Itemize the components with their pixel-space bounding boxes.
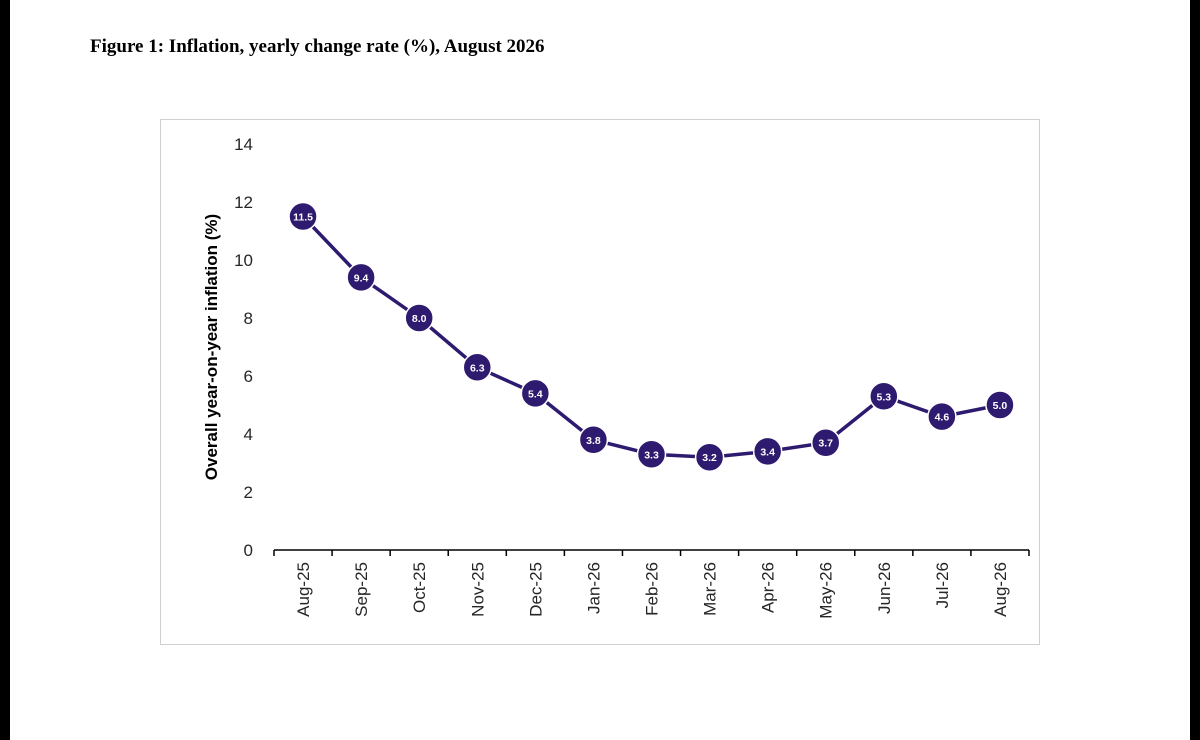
y-tick-label: 8	[244, 309, 253, 328]
data-point-marker	[927, 401, 957, 432]
x-tick-label: Feb-26	[643, 562, 662, 616]
y-tick-label: 12	[234, 193, 253, 212]
data-point-marker	[694, 442, 725, 472]
data-point-marker	[869, 381, 899, 412]
y-tick-label: 2	[244, 483, 253, 502]
x-tick-label: Aug-25	[294, 562, 313, 617]
data-point-marker	[578, 425, 609, 455]
data-label: 3.7	[818, 438, 833, 450]
data-point-marker	[288, 201, 318, 232]
y-axis-title: Overall year-on-year inflation (%)	[202, 214, 221, 480]
data-point-marker	[404, 303, 434, 333]
x-tick-label: Aug-26	[991, 562, 1010, 617]
data-label: 3.3	[644, 449, 659, 461]
y-tick-label: 0	[244, 541, 253, 560]
data-label: 11.5	[293, 212, 313, 224]
y-tick-label: 10	[234, 251, 253, 270]
data-point-marker	[462, 352, 493, 383]
x-tick-label: May-26	[817, 562, 836, 619]
figure-title: Figure 1: Inflation, yearly change rate …	[90, 36, 545, 57]
series-line	[301, 215, 1001, 459]
y-tick-label: 4	[244, 425, 253, 444]
data-label: 5.4	[528, 388, 543, 400]
data-label: 9.4	[354, 272, 369, 284]
x-tick-label: Mar-26	[701, 562, 720, 616]
data-label: 3.2	[702, 452, 717, 464]
x-tick-label: Apr-26	[759, 562, 778, 613]
inflation-line-chart: Overall year-on-year inflation (%) 0 2 4 6 8 1…	[202, 135, 1030, 619]
x-tick-label: Sep-25	[352, 562, 371, 617]
data-label: 5.0	[993, 400, 1008, 412]
data-point-marker	[752, 436, 783, 467]
data-label: 3.4	[760, 446, 775, 458]
x-tick-label: Jun-26	[875, 562, 894, 614]
data-label: 6.3	[470, 362, 485, 374]
data-point-marker	[636, 439, 667, 470]
data-label: 4.6	[935, 412, 950, 424]
data-point-marker	[985, 390, 1015, 420]
data-point-marker	[520, 378, 551, 409]
y-tick-label: 14	[234, 135, 253, 154]
document-page: Figure 1: Inflation, yearly change rate …	[10, 0, 1190, 740]
x-tick-label: Oct-25	[410, 562, 429, 613]
data-point-marker	[346, 262, 376, 293]
x-tick-label: Jul-26	[933, 562, 952, 608]
data-point-marker	[810, 427, 841, 458]
chart-frame: Overall year-on-year inflation (%) 0 2 4 6 8 1…	[160, 119, 1040, 645]
data-label: 3.8	[586, 435, 601, 447]
x-tick-label: Nov-25	[468, 562, 487, 617]
y-tick-label: 6	[244, 367, 253, 386]
x-tick-label: Dec-25	[526, 562, 545, 617]
data-label: 5.3	[877, 391, 892, 403]
data-label: 8.0	[412, 313, 427, 325]
x-tick-label: Jan-26	[584, 562, 603, 614]
